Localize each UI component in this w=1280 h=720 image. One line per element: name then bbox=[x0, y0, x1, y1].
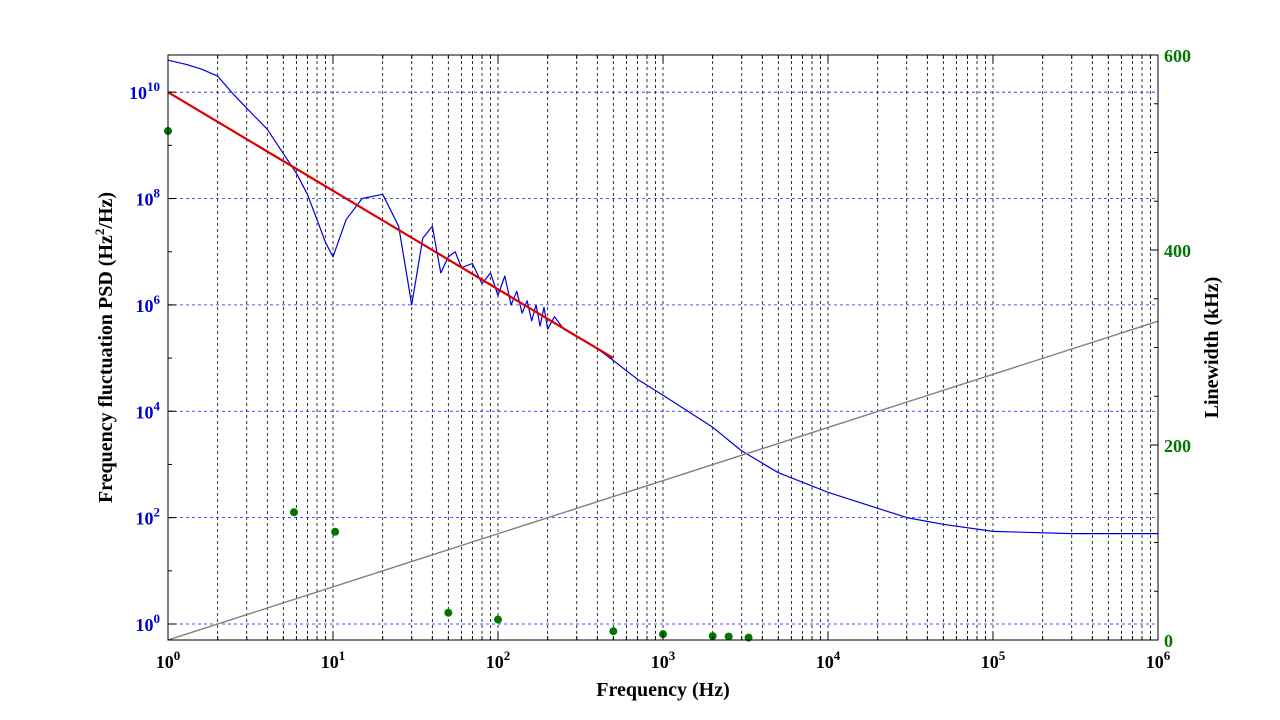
y-left-tick-label: 108 bbox=[136, 186, 161, 210]
series-line-1 bbox=[167, 91, 614, 360]
y-right-tick-label: 600 bbox=[1164, 46, 1191, 66]
right-y-axis-label: Linewidth (kHz) bbox=[1201, 277, 1223, 419]
x-tick-label: 104 bbox=[816, 648, 841, 672]
linewidth-marker bbox=[724, 632, 733, 641]
x-tick-label: 100 bbox=[156, 648, 181, 672]
series-line-0 bbox=[167, 59, 1158, 535]
y-left-tick-label: 1010 bbox=[129, 79, 160, 103]
left-y-axis-label: Frequency fluctuation PSD (Hz2/Hz) bbox=[92, 192, 117, 503]
series-layer bbox=[164, 59, 1159, 642]
x-axis-label: Frequency (Hz) bbox=[596, 679, 730, 701]
y-left-tick-label: 102 bbox=[136, 505, 161, 529]
linewidth-marker bbox=[494, 615, 502, 624]
tick-labels: 100 101 102 103 104 105 106 100 102 104 106 108 1010… bbox=[129, 46, 1191, 672]
x-tick-label: 101 bbox=[321, 648, 346, 672]
y-left-tick-label: 106 bbox=[136, 292, 161, 316]
y-left-tick-label: 104 bbox=[136, 398, 161, 422]
grid-lines bbox=[168, 55, 1158, 640]
y-right-tick-label: 0 bbox=[1164, 631, 1173, 651]
x-tick-label: 103 bbox=[651, 648, 676, 672]
linewidth-marker bbox=[289, 508, 298, 517]
tick-marks bbox=[167, 54, 1158, 641]
y-right-tick-label: 200 bbox=[1164, 436, 1191, 456]
x-tick-label: 102 bbox=[486, 648, 511, 672]
x-tick-label: 106 bbox=[1146, 648, 1171, 672]
linewidth-marker bbox=[609, 627, 618, 636]
linewidth-marker bbox=[331, 527, 340, 536]
y-right-tick-label: 400 bbox=[1164, 241, 1191, 261]
y-left-tick-label: 100 bbox=[136, 611, 161, 635]
series-line-2 bbox=[167, 320, 1159, 641]
linewidth-marker bbox=[444, 608, 453, 617]
x-tick-label: 105 bbox=[981, 648, 1006, 672]
